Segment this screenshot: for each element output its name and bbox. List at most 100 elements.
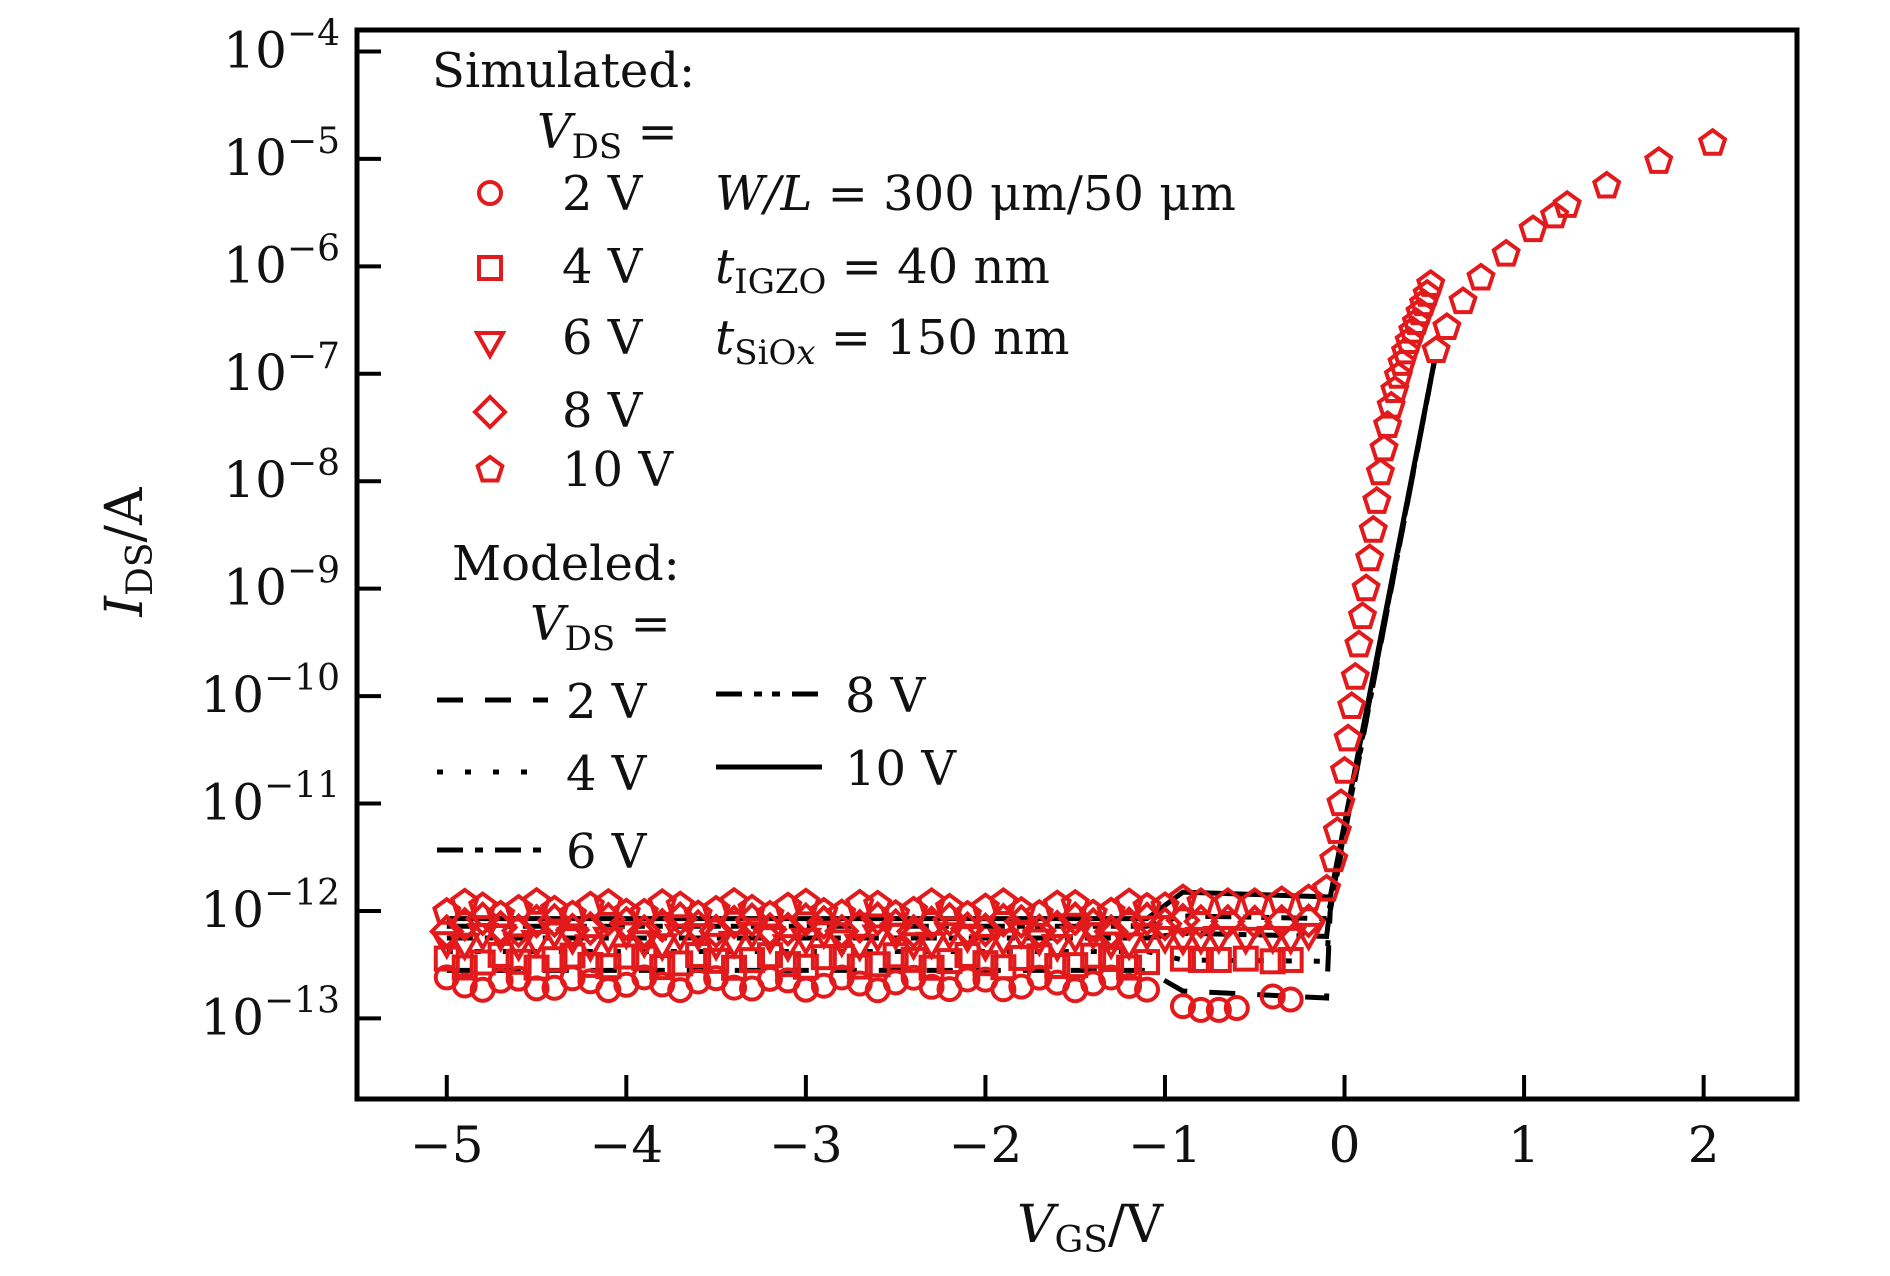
data-point [915,931,948,961]
data-point [1259,983,1286,1010]
data-point [430,931,464,961]
data-point [701,894,731,923]
data-point [1518,214,1548,243]
legend-mod-label-4v: 4 V [566,746,648,802]
data-point [825,929,859,959]
data-point [683,899,713,928]
x-axis-title: VGS/V [1017,1195,1165,1261]
data-point [970,892,1001,921]
data-point [918,973,945,1000]
data-point [503,893,534,922]
data-point [880,898,911,927]
data-point [1365,457,1396,486]
data-point [1362,485,1392,514]
data-point [485,899,516,928]
x-tick-label: −2 [949,1116,1023,1174]
legend-simulated: Simulated: VDS = 2 V 4 V 6 V 8 V 10 V [432,43,695,498]
x-tick-label: −1 [1128,1116,1202,1174]
data-point [1644,145,1674,174]
legend-mod-label-6v: 6 V [566,824,648,880]
device-annotations: W/L = 300 μm/50 μm tIGZO = 40 nm tSiOx =… [715,166,1236,373]
data-point [1078,898,1108,927]
data-point [774,951,801,978]
data-point [721,974,748,1001]
data-point [699,932,733,962]
y-axis-title-sub: DS [120,543,161,597]
legend-modeled-lines [437,691,822,853]
x-tick-label: 2 [1688,1116,1720,1174]
y-axis-title-main: I [95,595,155,618]
data-point [1326,788,1356,817]
legend-simulated-vds: VDS = [537,104,678,167]
y-tick-label: 10−12 [200,873,340,939]
y-tick-label: 10−6 [223,228,340,294]
data-point [1432,311,1462,340]
data-point [466,923,500,953]
annotation-siox-sub: SiO [734,333,796,373]
data-point [554,912,591,948]
data-point [467,891,498,920]
data-point [573,934,607,964]
data-point [520,930,553,960]
data-point [1266,885,1297,914]
x-axis-title-main: V [1017,1195,1059,1255]
data-point [972,950,999,977]
x-axis-title-unit: /V [1108,1195,1165,1255]
data-point [1311,873,1342,902]
data-point [988,887,1019,916]
data-point [1358,514,1388,543]
annotation-igzo-rest: = 40 nm [826,239,1050,295]
annotation-siox-main: t [715,310,735,366]
data-point [954,966,981,993]
data-point [1112,932,1146,962]
data-point [448,932,482,962]
data-point [1292,922,1326,952]
data-point [1021,912,1058,949]
x-tick-label: −3 [769,1116,843,1174]
data-point [1344,629,1374,658]
legend-simulated-markers [472,180,508,483]
data-point [1186,887,1216,915]
data-point [685,968,712,995]
data-point [1539,200,1570,229]
plot-frame [354,27,1800,1102]
data-point [789,927,823,957]
data-point [1347,601,1378,630]
data-point [952,899,983,928]
annotation-siox-rest: = 150 nm [816,310,1070,366]
data-point [1372,410,1403,439]
data-point [1591,170,1622,199]
data-point [717,930,751,960]
legend-sim-label-2v: 2 V [562,166,644,222]
legend-mod-label-10v: 10 V [845,741,957,797]
data-point [1169,945,1196,972]
data-point [665,890,695,919]
data-point [451,972,478,999]
annotation-wl-rest: = 300 μm/50 μm [812,166,1236,222]
data-point [649,971,676,998]
data-point [487,967,514,994]
data-point [737,893,767,922]
y-axis-ticks: 10−4 10−5 10−6 10−7 10−8 10−9 10−10 10−11 10−12 1… [200,13,381,1046]
vds-sub: DS [565,619,616,659]
data-point [1322,815,1353,844]
data-point [626,913,663,950]
data-point [1236,904,1273,940]
vds-main: V [530,596,569,652]
data-point [1093,913,1129,950]
annotation-igzo-main: t [715,239,735,295]
data-point [557,899,588,928]
data-point [1232,945,1259,972]
data-point [1058,925,1092,955]
data-point [1552,189,1582,218]
data-point [934,892,965,921]
data-point [1169,993,1196,1020]
data-point [521,886,552,915]
vds-eq: = [615,596,670,652]
data-point [1412,278,1442,307]
legend-simulated-title: Simulated: [432,43,695,99]
data-point [791,887,821,916]
y-tick-label: 10−9 [223,551,340,617]
data-point [1405,297,1435,326]
data-point [1491,238,1521,267]
